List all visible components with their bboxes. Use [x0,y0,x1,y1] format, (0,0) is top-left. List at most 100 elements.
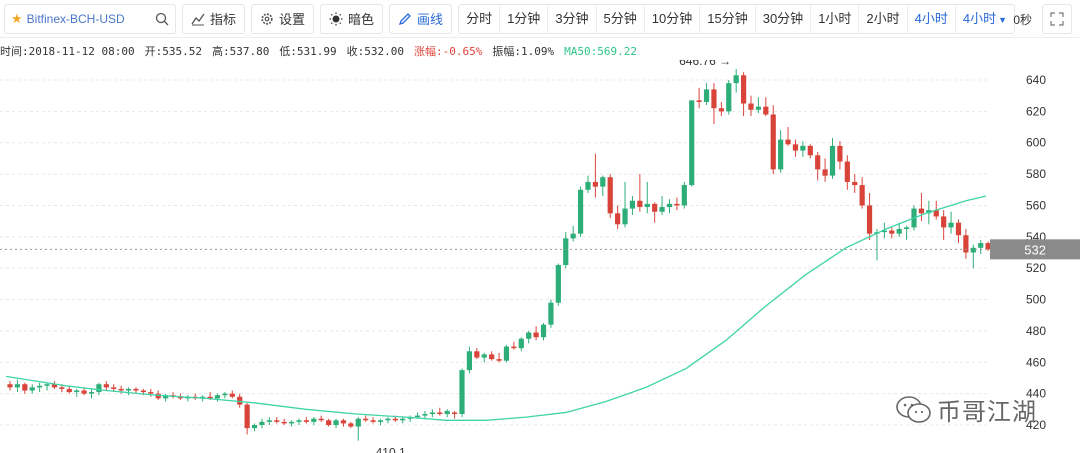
settings-button[interactable]: 设置 [251,3,315,34]
indicator-button[interactable]: 指标 [182,3,246,34]
watermark-text: 币哥江湖 [937,398,1037,426]
fullscreen-button[interactable] [1042,4,1072,34]
candle-body [511,346,517,349]
ohlc-info-bar: 时间:2018-11-12 08:00 开:535.52 高:537.80 低:… [0,42,647,60]
candle-body [829,145,836,176]
period-1hour[interactable]: 1小时 [811,4,860,33]
candle-body [644,203,650,208]
toolbar: ★ Bitfinex-BCH-USD 指标 设置 暗色 画线 分时 1分钟 3分… [0,0,1080,38]
candle-body [889,230,895,234]
candle-body [111,387,117,389]
candle-body [978,243,984,248]
candle-body [904,227,910,229]
candle-body [837,145,843,162]
y-tick-label: 500 [1026,293,1046,307]
candle-body [600,177,606,187]
pencil-icon [399,12,411,25]
candle-body [555,265,561,303]
candle-body [281,421,287,424]
candle-body [540,324,547,338]
candle-body [963,235,969,253]
candle-body [259,421,265,425]
dark-mode-label: 暗色 [348,12,375,27]
candle-body [148,392,154,394]
candle-body [763,106,769,115]
candle-body [118,388,124,391]
period-5min[interactable]: 5分钟 [597,4,645,33]
candle-body [881,230,887,233]
ma50-line [5,195,987,421]
candle-body [22,384,28,391]
star-icon[interactable]: ★ [11,10,23,26]
period-dropdown-label: 4小时 [962,10,997,26]
gear-icon [261,12,273,25]
candle-body [452,412,458,415]
candle-body [74,390,80,393]
candle-body [333,420,339,425]
last-price-text: 532 [1024,242,1046,257]
candle-body [629,200,636,209]
candle-body [770,114,776,170]
sun-icon [329,12,343,25]
search-icon[interactable] [155,12,169,26]
symbol-selector[interactable]: ★ Bitfinex-BCH-USD [4,3,176,34]
info-open: 开:535.52 [144,45,202,58]
candle-body [44,384,50,386]
candle-body [503,346,510,361]
candle-body [326,420,332,425]
countdown-seconds: 0秒 [1013,13,1032,27]
candle-body [800,145,806,151]
info-change: 涨幅:-0.65% [414,45,483,58]
period-1min[interactable]: 1分钟 [500,4,549,33]
period-timeshare[interactable]: 分时 [459,4,501,33]
dark-mode-button[interactable]: 暗色 [320,3,384,34]
period-15min[interactable]: 15分钟 [700,4,756,33]
candle-body [266,420,272,422]
period-4hour[interactable]: 4小时 [908,4,956,33]
chevron-down-icon: ▼ [998,14,1008,25]
candle-body [955,222,962,236]
candle-body [666,203,673,208]
candle-body [859,185,865,206]
candle-body [303,420,309,422]
max-price-label: 646.76 → [679,60,731,68]
period-30min[interactable]: 30分钟 [756,4,812,33]
settings-label: 设置 [279,12,306,27]
candlestick-chart[interactable]: 420440460480500520540560580600620640646.… [0,60,1080,453]
candle-body [622,208,628,225]
candle-body [592,181,598,187]
candle-body [807,145,813,156]
y-tick-label: 620 [1026,104,1046,118]
period-10min[interactable]: 10分钟 [645,4,701,33]
candle-body [526,332,532,339]
candle-body [96,384,102,393]
candle-body [718,108,724,112]
info-ma50: MA50:569.22 [564,44,637,58]
watermark: 币哥江湖 [895,392,1037,427]
candle-body [674,203,680,206]
candle-body [14,384,21,388]
candle-body [822,169,828,176]
candle-body [778,139,784,170]
candle-body [740,75,747,104]
candle-body [615,213,621,225]
indicator-icon [191,13,205,25]
draw-line-button[interactable]: 画线 [389,3,453,34]
candle-body [570,233,576,239]
fullscreen-icon [1050,12,1064,26]
candle-body [355,418,361,427]
candle-body [444,410,450,415]
info-low: 低:531.99 [279,45,337,58]
candle-body [400,418,406,421]
candle-body [311,418,317,422]
candle-body [125,388,132,391]
period-2hour[interactable]: 2小时 [859,4,908,33]
candle-body [711,89,717,109]
period-dropdown[interactable]: 4小时 ▼ [956,5,1014,33]
period-3min[interactable]: 3分钟 [548,4,597,33]
candle-body [852,181,858,186]
candle-body [37,385,43,388]
candle-body [733,75,739,84]
indicator-label: 指标 [210,12,237,27]
candle-body [792,144,799,151]
